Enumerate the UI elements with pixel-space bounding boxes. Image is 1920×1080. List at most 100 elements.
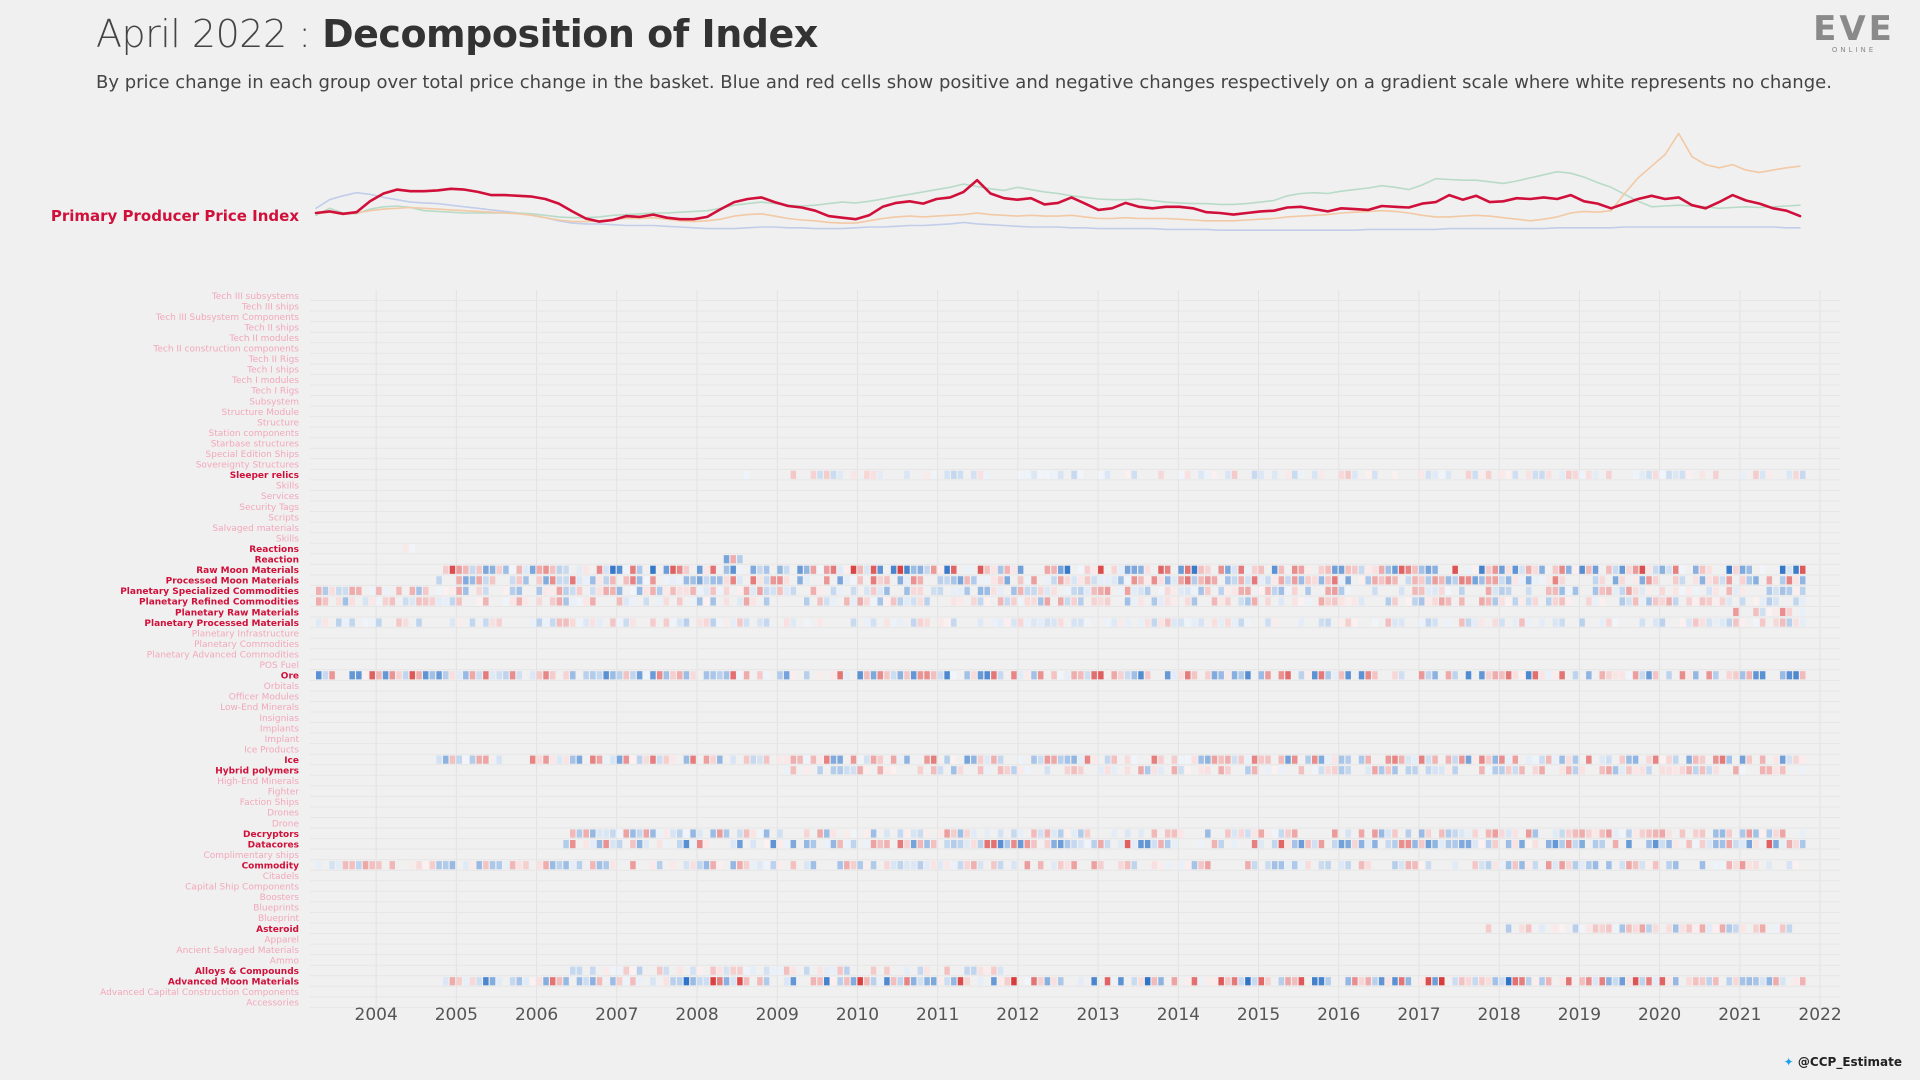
heatmap-cell: [1238, 755, 1244, 764]
heatmap-cell: [944, 565, 950, 574]
heatmap-row-label: Subsystem: [249, 397, 299, 407]
heatmap-cell: [830, 977, 837, 986]
heatmap-cell: [1305, 861, 1311, 870]
heatmap-cell: [650, 586, 656, 595]
heatmap-cell: [924, 671, 930, 680]
heatmap-cell: [1739, 586, 1746, 595]
heatmap-cell: [957, 766, 964, 775]
heatmap-cell: [1265, 829, 1271, 838]
heatmap-cell: [750, 840, 756, 849]
heatmap-cell: [1539, 977, 1545, 986]
heatmap-cell: [1512, 977, 1519, 986]
heatmap-cell: [1459, 840, 1465, 849]
heatmap-cell: [803, 766, 810, 775]
heatmap-cell: [1372, 671, 1378, 680]
heatmap-cell: [1305, 597, 1311, 606]
heatmap-cell: [1686, 755, 1692, 764]
heatmap-cell: [1425, 565, 1432, 574]
heatmap-cell: [1218, 586, 1224, 595]
heatmap-cell: [650, 576, 656, 585]
heatmap-cell: [810, 470, 817, 479]
heatmap-cell: [1699, 829, 1706, 838]
heatmap-cell: [1198, 861, 1204, 870]
heatmap-cell: [1124, 861, 1131, 870]
heatmap-cell: [563, 671, 569, 680]
heatmap-cell: [1398, 618, 1405, 627]
heatmap-cell: [1579, 470, 1585, 479]
heatmap-cell: [777, 861, 783, 870]
heatmap-cell: [516, 597, 523, 606]
heatmap-cell: [904, 671, 910, 680]
heatmap-cell: [1519, 977, 1525, 986]
heatmap-cell: [1606, 470, 1612, 479]
heatmap-cell: [1525, 755, 1532, 764]
heatmap-cell: [1666, 861, 1672, 870]
heatmap-cell: [1439, 470, 1445, 479]
heatmap-cell: [1592, 861, 1599, 870]
heatmap-cell: [897, 671, 904, 680]
heatmap-cell: [1759, 597, 1766, 606]
heatmap-cell: [322, 586, 329, 595]
heatmap-cell: [844, 766, 850, 775]
heatmap-cell: [1318, 618, 1325, 627]
heatmap-cell: [904, 966, 910, 975]
heatmap-cell: [1492, 977, 1498, 986]
heatmap-cell: [1352, 977, 1358, 986]
heatmap-cell: [1779, 840, 1786, 849]
heatmap-cell: [1779, 607, 1786, 617]
heatmap-cell: [1706, 766, 1712, 775]
heatmap-cell: [730, 555, 736, 564]
heatmap-cell: [596, 840, 603, 849]
heatmap-cell: [1392, 861, 1398, 870]
heatmap-cell: [1064, 840, 1071, 849]
heatmap-cell: [1545, 861, 1552, 870]
heatmap-cell: [543, 861, 549, 870]
heatmap-cell: [636, 829, 643, 838]
heatmap-cell: [1398, 565, 1405, 574]
heatmap-cell: [1592, 586, 1599, 595]
heatmap-cell: [1652, 576, 1659, 585]
heatmap-cell: [362, 671, 369, 680]
heatmap-cell: [1800, 977, 1806, 986]
heatmap-cell: [1412, 766, 1418, 775]
heatmap-cell: [1459, 576, 1465, 585]
heatmap-cell: [1606, 618, 1612, 627]
heatmap-cell: [884, 671, 890, 680]
heatmap-cell: [1619, 597, 1625, 606]
heatmap-cell: [957, 829, 964, 838]
heatmap-cell: [583, 829, 589, 838]
heatmap-cell: [1278, 586, 1285, 595]
heatmap-cell: [1071, 829, 1077, 838]
heatmap-cell: [1084, 565, 1091, 574]
heatmap-row-label: Blueprints: [253, 904, 299, 914]
heatmap-cell: [1185, 977, 1191, 986]
heatmap-cell: [1017, 671, 1024, 680]
heatmap-cell: [737, 671, 743, 680]
heatmap-cell: [630, 618, 636, 627]
heatmap-cell: [1525, 597, 1532, 606]
heatmap-cell: [489, 671, 496, 680]
heatmap-cell: [1693, 924, 1699, 933]
heatmap-cell: [1037, 671, 1044, 680]
heatmap-cell: [529, 755, 536, 764]
x-tick-label: 2011: [916, 1005, 959, 1025]
heatmap-cell: [1037, 597, 1044, 606]
heatmap-cell: [1652, 618, 1659, 627]
heatmap-cell: [369, 671, 375, 680]
heatmap-cell: [1686, 924, 1692, 933]
heatmap-cell: [349, 597, 355, 606]
heatmap-cell: [837, 977, 843, 986]
heatmap-cell: [596, 829, 603, 838]
heatmap-cell: [1566, 586, 1572, 595]
heatmap-cell: [549, 861, 556, 870]
heatmap-cell: [1626, 977, 1632, 986]
heatmap-cell: [1352, 840, 1358, 849]
heatmap-row-label: Officer Modules: [229, 693, 300, 703]
heatmap-cell: [676, 829, 683, 838]
twitter-credit[interactable]: ✦ @CCP_Estimate: [1784, 1055, 1902, 1069]
heatmap-cell: [650, 565, 656, 574]
heatmap-cell: [877, 586, 883, 595]
heatmap-cell: [1037, 586, 1044, 595]
heatmap-cell: [837, 966, 843, 975]
heatmap-cell: [1459, 597, 1465, 606]
